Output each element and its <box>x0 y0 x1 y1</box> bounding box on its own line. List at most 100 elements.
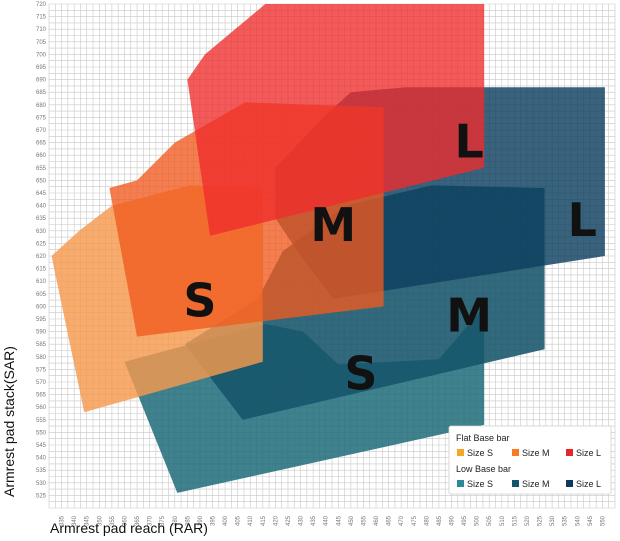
x-tick-label: 520 <box>525 515 531 526</box>
legend-swatch-flat-s <box>457 449 464 456</box>
y-tick-label: 550 <box>36 430 47 436</box>
y-tick-label: 685 <box>36 90 47 96</box>
x-axis-title: Armrest pad reach (RAR) <box>50 520 208 536</box>
legend-swatch-low-s <box>457 480 464 487</box>
x-tick-label: 500 <box>475 515 481 526</box>
x-tick-label: 415 <box>261 515 267 526</box>
y-axis-ticks: 525 530 535 540 545 550 555 560 565 570 575 580 585 5… <box>36 2 47 499</box>
y-tick-label: 540 <box>36 456 47 462</box>
legend-box <box>448 425 612 495</box>
x-tick-label: 505 <box>487 515 493 526</box>
x-tick-label: 545 <box>588 515 594 526</box>
x-tick-label: 370 <box>148 515 154 526</box>
x-tick-label: 530 <box>550 515 556 526</box>
y-tick-label: 545 <box>36 443 47 449</box>
y-tick-label: 575 <box>36 367 47 373</box>
x-tick-label: 435 <box>311 515 317 526</box>
x-tick-label: 345 <box>85 515 91 526</box>
y-tick-label: 555 <box>36 418 47 424</box>
legend-swatch-low-m <box>512 480 519 487</box>
x-tick-label: 510 <box>500 515 506 526</box>
y-tick-label: 605 <box>36 292 47 298</box>
y-tick-label: 560 <box>36 405 47 411</box>
size-label-flat-m: M <box>310 198 356 252</box>
x-tick-label: 390 <box>198 515 204 526</box>
legend-swatch-low-l <box>566 480 573 487</box>
y-tick-label: 580 <box>36 355 47 361</box>
y-tick-label: 585 <box>36 342 47 348</box>
y-tick-label: 630 <box>36 229 47 235</box>
y-tick-label: 705 <box>36 40 47 46</box>
x-tick-label: 450 <box>349 515 355 526</box>
y-tick-label: 720 <box>36 2 47 8</box>
x-tick-label: 340 <box>72 515 78 526</box>
legend-group-title-flat: Flat Base bar <box>456 433 510 443</box>
y-tick-label: 715 <box>36 15 47 21</box>
y-tick-label: 565 <box>36 393 47 399</box>
x-tick-label: 460 <box>374 515 380 526</box>
y-tick-label: 570 <box>36 380 47 386</box>
legend-item-low-m: Size M <box>522 479 550 489</box>
y-tick-label: 660 <box>36 153 47 159</box>
x-tick-label: 350 <box>97 515 103 526</box>
x-axis-ticks: 335 340 345 350 355 360 365 370 375 380 385 390 395 4… <box>60 515 607 526</box>
x-tick-label: 385 <box>185 515 191 526</box>
y-tick-label: 645 <box>36 191 47 197</box>
legend-item-low-s: Size S <box>467 479 493 489</box>
size-areas <box>51 4 605 493</box>
y-tick-label: 695 <box>36 65 47 71</box>
x-tick-label: 430 <box>299 515 305 526</box>
y-tick-label: 610 <box>36 279 47 285</box>
legend-group-title-low: Low Base bar <box>456 464 511 474</box>
x-tick-label: 550 <box>600 515 606 526</box>
size-labels: S M L S M L <box>183 115 597 401</box>
x-tick-label: 440 <box>324 515 330 526</box>
x-tick-label: 515 <box>512 515 518 526</box>
legend-item-flat-s: Size S <box>467 448 493 458</box>
y-tick-label: 535 <box>36 468 47 474</box>
size-label-low-s: S <box>344 347 377 401</box>
y-tick-label: 640 <box>36 204 47 210</box>
x-tick-label: 540 <box>575 515 581 526</box>
x-tick-label: 490 <box>449 515 455 526</box>
y-tick-label: 620 <box>36 254 47 260</box>
x-tick-label: 365 <box>135 515 141 526</box>
legend-swatch-flat-l <box>566 449 573 456</box>
x-tick-label: 375 <box>160 515 166 526</box>
y-tick-label: 655 <box>36 166 47 172</box>
x-tick-label: 380 <box>173 515 179 526</box>
y-tick-label: 635 <box>36 216 47 222</box>
y-tick-label: 625 <box>36 241 47 247</box>
y-tick-label: 700 <box>36 52 47 58</box>
x-tick-label: 470 <box>399 515 405 526</box>
y-tick-label: 670 <box>36 128 47 134</box>
x-tick-label: 495 <box>462 515 468 526</box>
x-tick-label: 420 <box>273 515 279 526</box>
x-tick-label: 425 <box>286 515 292 526</box>
size-label-low-l: L <box>568 193 597 247</box>
legend-item-low-l: Size L <box>576 479 601 489</box>
y-tick-label: 665 <box>36 141 47 147</box>
y-tick-label: 675 <box>36 115 47 121</box>
size-label-flat-s: S <box>183 273 216 327</box>
x-tick-label: 455 <box>361 515 367 526</box>
x-tick-label: 535 <box>563 515 569 526</box>
x-tick-label: 475 <box>412 515 418 526</box>
legend-swatch-flat-m <box>512 449 519 456</box>
legend: Flat Base bar Size S Size M Size L Low B… <box>448 425 612 495</box>
y-tick-label: 525 <box>36 493 47 499</box>
x-tick-label: 405 <box>236 515 242 526</box>
x-tick-label: 395 <box>211 515 217 526</box>
y-axis-title: Armrest pad stack(SAR) <box>1 346 17 497</box>
x-tick-label: 335 <box>60 515 66 526</box>
y-tick-label: 615 <box>36 267 47 273</box>
y-tick-label: 690 <box>36 78 47 84</box>
y-tick-label: 600 <box>36 304 47 310</box>
y-tick-label: 595 <box>36 317 47 323</box>
y-tick-label: 680 <box>36 103 47 109</box>
legend-item-flat-m: Size M <box>522 448 550 458</box>
x-tick-label: 445 <box>336 515 342 526</box>
y-tick-label: 530 <box>36 481 47 487</box>
legend-item-flat-l: Size L <box>576 448 601 458</box>
